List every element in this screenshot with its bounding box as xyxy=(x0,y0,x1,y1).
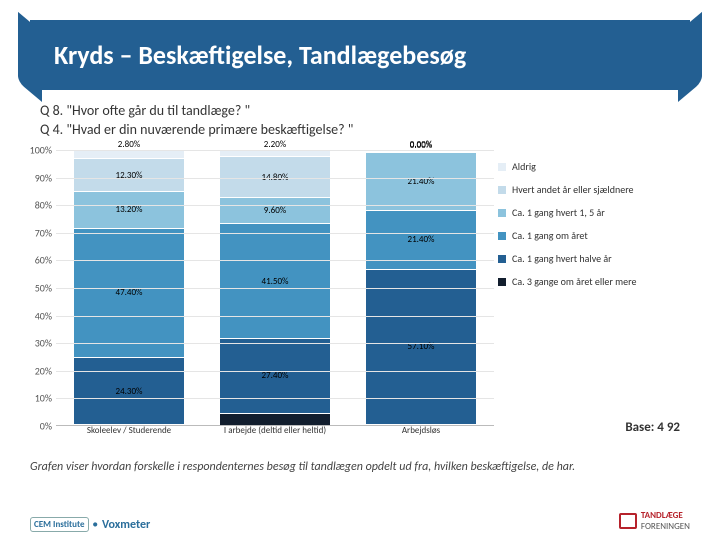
grid-line xyxy=(56,371,494,372)
bar-segment: 21.40% xyxy=(366,152,476,210)
x-axis-label: Skoleelev / Studerende xyxy=(69,426,189,450)
bar-segment: 12.30% xyxy=(74,158,184,192)
cem-logo-icon: CEM Institute xyxy=(30,517,89,532)
bar-segment: 2.20% xyxy=(220,150,330,156)
y-tick: 60% xyxy=(35,254,52,267)
tandlaege-text: TANDLÆGE xyxy=(641,510,683,521)
chart: 0%10%20%30%40%50%60%70%80%90%100% 0.00%2… xyxy=(14,150,494,450)
grid-line xyxy=(56,150,494,151)
y-tick: 0% xyxy=(40,420,52,433)
legend-swatch-icon xyxy=(498,278,506,286)
legend-item: Ca. 1 gang om året xyxy=(498,229,698,242)
legend-label: Ca. 1 gang hvert 1, 5 år xyxy=(512,206,605,219)
footer-right: TANDLÆGE FORENINGEN xyxy=(619,510,690,532)
segment-label: 12.30% xyxy=(116,170,143,181)
legend-swatch-icon xyxy=(498,163,506,171)
y-tick: 80% xyxy=(35,199,52,212)
segment-label: 41.50% xyxy=(262,276,289,287)
voxmeter-logo: Voxmeter xyxy=(102,518,150,532)
segment-label: 24.30% xyxy=(116,386,143,397)
y-tick: 40% xyxy=(35,309,52,322)
grid-line xyxy=(56,260,494,261)
legend-swatch-icon xyxy=(498,209,506,217)
base-count: Base: 4 92 xyxy=(625,420,680,435)
caption: Grafen viser hvordan forskelle i respond… xyxy=(30,460,690,475)
segment-label: 2.80% xyxy=(118,139,140,150)
legend-label: Ca. 1 gang om året xyxy=(512,229,588,242)
bar-segment: 24.30% xyxy=(74,357,184,424)
title-band: Kryds – Beskæftigelse, Tandlægebesøg xyxy=(30,20,690,90)
grid-line xyxy=(56,316,494,317)
bar-segment: 47.40% xyxy=(74,228,184,358)
bar-segment: 9.60% xyxy=(220,197,330,223)
legend-item: Ca. 1 gang hvert 1, 5 år xyxy=(498,206,698,219)
slide-title: Kryds – Beskæftigelse, Tandlægebesøg xyxy=(44,20,676,90)
legend-item: Ca. 3 gange om året eller mere xyxy=(498,275,698,288)
legend-item: Aldrig xyxy=(498,160,698,173)
segment-label: 0.00% xyxy=(410,139,432,150)
tandlaege-logo-icon xyxy=(619,513,637,529)
legend-item: Hvert andet år eller sjældnere xyxy=(498,183,698,196)
grid-line xyxy=(56,398,494,399)
legend-label: Ca. 3 gange om året eller mere xyxy=(512,275,636,288)
y-axis: 0%10%20%30%40%50%60%70%80%90%100% xyxy=(14,150,56,426)
legend-label: Hvert andet år eller sjældnere xyxy=(512,183,634,196)
legend-label: Ca. 1 gang hvert halve år xyxy=(512,252,612,265)
segment-label: 21.40% xyxy=(408,234,435,245)
plot-area: 0.00% 24.30% 47.40% 13.20% 12.30% 2.80% 4.40% 2… xyxy=(56,150,494,426)
y-tick: 10% xyxy=(35,392,52,405)
legend-label: Aldrig xyxy=(512,160,536,173)
x-axis-labels: Skoleelev / Studerende I arbejde (deltid … xyxy=(56,426,494,450)
grid-line xyxy=(56,205,494,206)
legend: Aldrig Hvert andet år eller sjældnere Ca. … xyxy=(498,160,698,298)
segment-label: 2.20% xyxy=(264,139,286,150)
y-tick: 100% xyxy=(30,144,52,157)
x-axis-label: I arbejde (deltid eller heltid) xyxy=(215,426,335,450)
bar-segment: 4.40% xyxy=(220,413,330,425)
bar-segment: 41.50% xyxy=(220,223,330,337)
x-axis-label: Arbejdsløs xyxy=(361,426,481,450)
grid-line xyxy=(56,233,494,234)
question-block: Q 8. "Hvor ofte går du til tandlæge? " Q… xyxy=(40,102,680,140)
y-tick: 20% xyxy=(35,364,52,377)
grid-line xyxy=(56,343,494,344)
grid-line xyxy=(56,288,494,289)
grid-line xyxy=(56,178,494,179)
segment-label: 27.40% xyxy=(262,370,289,381)
bar-segment: 13.20% xyxy=(74,191,184,227)
slide: Kryds – Beskæftigelse, Tandlægebesøg Q 8… xyxy=(0,0,720,540)
legend-item: Ca. 1 gang hvert halve år xyxy=(498,252,698,265)
footer-left: CEM Institute ● Voxmeter xyxy=(30,517,150,532)
bar-segment: 0.00% xyxy=(366,151,476,152)
question-8: Q 8. "Hvor ofte går du til tandlæge? " xyxy=(40,102,680,121)
foreningen-text: FORENINGEN xyxy=(641,521,690,532)
y-tick: 50% xyxy=(35,282,52,295)
bar-segment: 2.80% xyxy=(74,150,184,158)
y-tick: 70% xyxy=(35,226,52,239)
bar-segment: 57.10% xyxy=(366,269,476,424)
legend-swatch-icon xyxy=(498,255,506,263)
legend-swatch-icon xyxy=(498,232,506,240)
bar-segment: 27.40% xyxy=(220,338,330,413)
y-tick: 90% xyxy=(35,171,52,184)
segment-label: 47.40% xyxy=(116,287,143,298)
question-4: Q 4. "Hvad er din nuværende primære besk… xyxy=(40,121,680,140)
legend-swatch-icon xyxy=(498,186,506,194)
segment-label: 9.60% xyxy=(264,205,286,216)
y-tick: 30% xyxy=(35,337,52,350)
